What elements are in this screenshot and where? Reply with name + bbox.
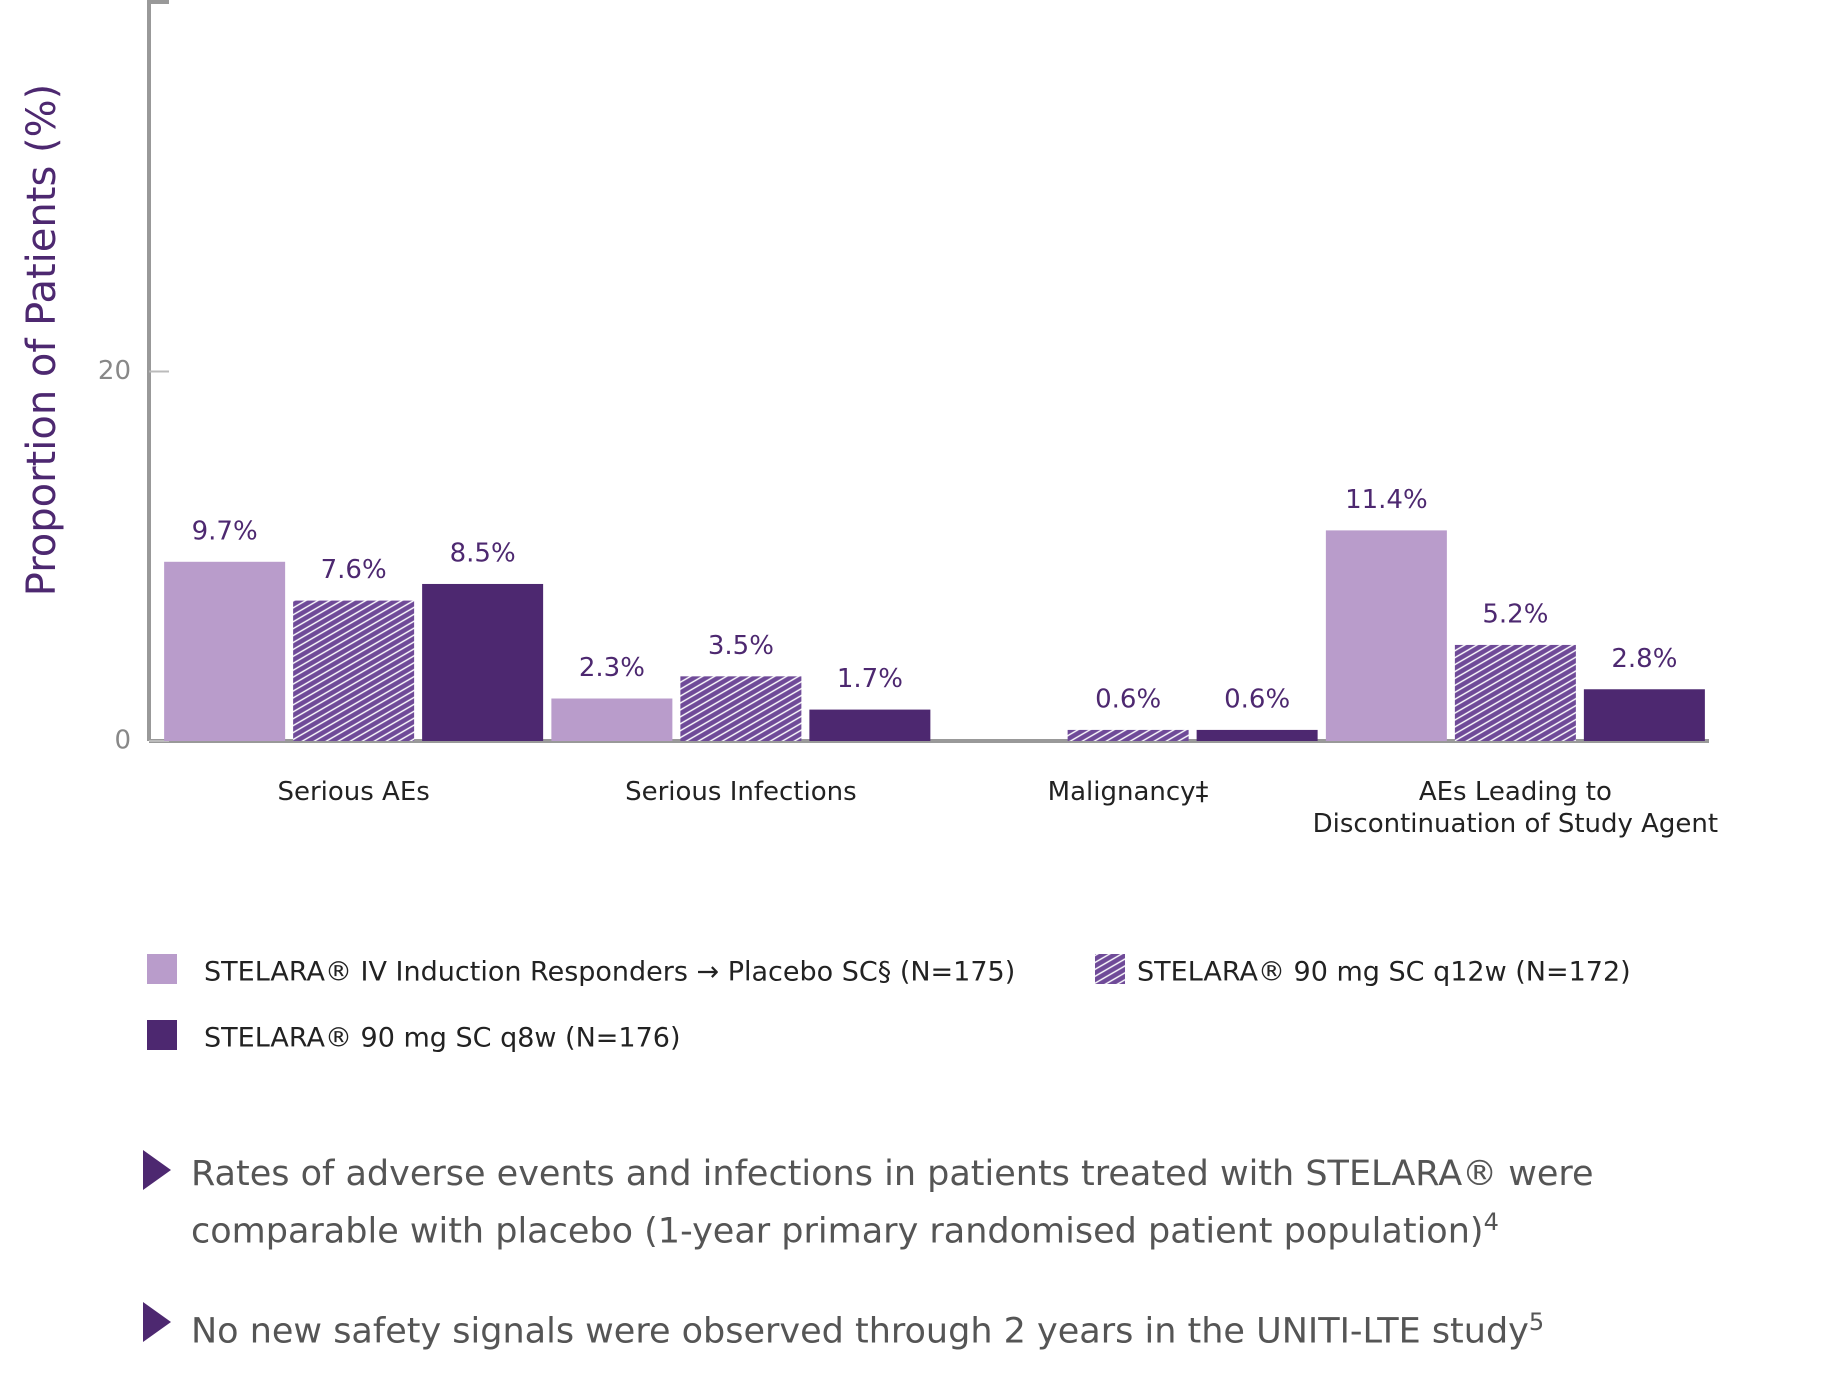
note-ref: 5 (1528, 1308, 1545, 1336)
value-label: 0.6% (1224, 684, 1290, 714)
x-tick-label: Malignancy‡ (1047, 777, 1209, 807)
x-tick-label: Serious Infections (625, 777, 857, 807)
bar (551, 698, 673, 741)
legend-swatch (147, 954, 177, 984)
legend-swatch (1095, 954, 1125, 984)
note-text: No new safety signals were observed thro… (191, 1311, 1529, 1352)
bullet (143, 1302, 171, 1342)
value-label: 9.7% (192, 516, 258, 546)
value-label: 3.5% (708, 631, 774, 661)
y-tick-label: 0 (114, 726, 131, 756)
bar (1325, 530, 1447, 741)
y-tick-label: 20 (98, 356, 131, 386)
legend-label: STELARA® 90 mg SC q8w (N=176) (204, 1023, 680, 1054)
bar (1583, 689, 1705, 741)
legend-label: STELARA® 90 mg SC q12w (N=172) (1137, 957, 1631, 988)
value-label: 7.6% (321, 555, 387, 585)
bullet (143, 1150, 171, 1190)
x-tick-label: Serious AEs (277, 777, 430, 807)
x-tick-label: AEs Leading to Discontinuation of Study … (1312, 777, 1719, 839)
legend-label: STELARA® IV Induction Responders → Place… (204, 957, 1015, 988)
bar (1196, 729, 1318, 741)
bar (1067, 729, 1189, 741)
legend-swatch (147, 1020, 177, 1050)
value-label: 2.8% (1611, 644, 1677, 674)
note-ref: 4 (1483, 1208, 1499, 1236)
value-label: 11.4% (1345, 485, 1428, 515)
value-label: 5.2% (1482, 599, 1548, 629)
bar (293, 600, 415, 741)
bar (809, 709, 931, 741)
note: Rates of adverse events and infections i… (191, 1150, 1751, 1256)
bar (422, 583, 544, 741)
value-label: 0.6% (1095, 684, 1161, 714)
value-label: 2.3% (579, 653, 645, 683)
bar (1454, 644, 1576, 741)
value-label: 1.7% (837, 664, 903, 694)
note: No new safety signals were observed thro… (191, 1298, 1751, 1356)
note-text: Rates of adverse events and infections i… (191, 1154, 1594, 1252)
y-axis-label: Proportion of Patients (%) (19, 84, 65, 596)
bar (680, 676, 802, 741)
bar (164, 561, 286, 741)
value-label: 8.5% (450, 538, 516, 568)
